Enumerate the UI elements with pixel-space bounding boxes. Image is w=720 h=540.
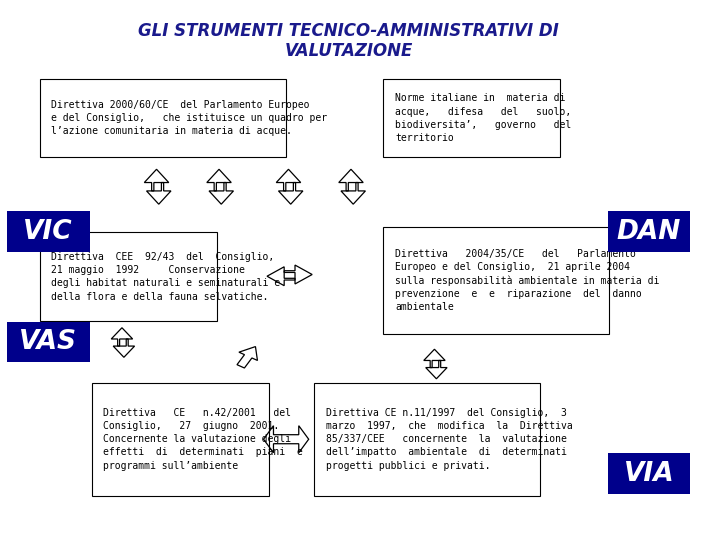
Text: Norme italiane in  materia di
acque,   difesa   del   suolo,
biodiversita’,   go: Norme italiane in materia di acque, dife…	[395, 93, 572, 143]
Text: DAN: DAN	[617, 219, 681, 245]
Text: VAS: VAS	[19, 329, 77, 355]
Text: GLI STRUMENTI TECNICO-AMMINISTRATIVI DI: GLI STRUMENTI TECNICO-AMMINISTRATIVI DI	[138, 22, 559, 40]
FancyBboxPatch shape	[40, 232, 217, 321]
Text: Direttiva 2000/60/CE  del Parlamento Europeo
e del Consiglio,   che istituisce u: Direttiva 2000/60/CE del Parlamento Euro…	[51, 100, 328, 137]
Text: Direttiva   CE   n.42/2001   del
Consiglio,   27  giugno  2001.
Concernente la v: Direttiva CE n.42/2001 del Consiglio, 27…	[104, 408, 303, 471]
FancyBboxPatch shape	[383, 227, 609, 334]
Text: VIA: VIA	[624, 461, 675, 487]
Text: VALUTAZIONE: VALUTAZIONE	[284, 42, 413, 60]
FancyBboxPatch shape	[608, 212, 690, 252]
Text: Direttiva   2004/35/CE   del   Parlamento
Europeo e del Consiglio,  21 aprile 20: Direttiva 2004/35/CE del Parlamento Euro…	[395, 249, 660, 313]
FancyBboxPatch shape	[608, 453, 690, 494]
FancyBboxPatch shape	[383, 79, 560, 157]
FancyBboxPatch shape	[7, 322, 89, 362]
Text: Direttiva CE n.11/1997  del Consiglio,  3
marzo  1997,  che  modifica  la  Diret: Direttiva CE n.11/1997 del Consiglio, 3 …	[325, 408, 572, 471]
Text: Direttiva  CEE  92/43  del  Consiglio,
21 maggio  1992     Conservazione
degli h: Direttiva CEE 92/43 del Consiglio, 21 ma…	[51, 252, 281, 301]
FancyBboxPatch shape	[7, 212, 89, 252]
FancyBboxPatch shape	[314, 383, 539, 496]
FancyBboxPatch shape	[40, 79, 286, 157]
Text: VIC: VIC	[24, 219, 73, 245]
FancyBboxPatch shape	[91, 383, 269, 496]
